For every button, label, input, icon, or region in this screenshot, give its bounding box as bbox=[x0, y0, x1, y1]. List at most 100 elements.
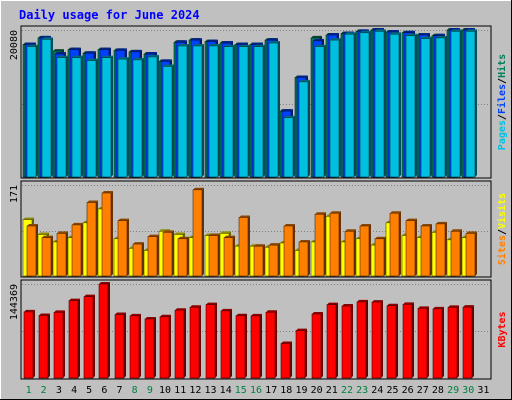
panel-hits-pages-bar-23-face bbox=[359, 32, 370, 178]
panel-hits-pages-bar-26 bbox=[405, 33, 417, 178]
panel-visits-sites-bar-12 bbox=[192, 187, 204, 277]
panel-kbytes-kbytes-bar-23 bbox=[356, 299, 368, 379]
panel-hits-pages-bar-9-face bbox=[147, 56, 158, 178]
panel-hits-pages-bar-14-side bbox=[233, 44, 235, 177]
panel-hits-pages-bar-11-side bbox=[187, 43, 189, 177]
panel-visits-sites-bar-21-face bbox=[329, 212, 340, 277]
panel-hits-pages-bar-21-side bbox=[339, 38, 341, 178]
panel-kbytes-kbytes-bar-16-face bbox=[250, 315, 261, 379]
panel-visits-sites-bar-9-side bbox=[157, 234, 159, 276]
panel-kbytes-kbytes-bar-10-top bbox=[160, 314, 171, 317]
panel-visits-sites-bar-24 bbox=[374, 236, 386, 277]
panel-visits-sites-bar-24-face bbox=[374, 238, 385, 277]
panel-kbytes-kbytes-bar-15-side bbox=[245, 313, 247, 378]
day-label-14: 14 bbox=[220, 385, 232, 396]
panel-hits-axis-label-part-1: / bbox=[497, 114, 508, 120]
panel-visits-axis-label-part-0: Sites bbox=[496, 235, 508, 265]
panel-visits-sites-bar-22-side bbox=[354, 229, 356, 276]
panel-hits-pages-bar-8-side bbox=[142, 57, 144, 177]
panel-hits-pages-bar-22 bbox=[344, 32, 356, 178]
panel-kbytes-kbytes-bar-26-side bbox=[412, 302, 414, 378]
panel-hits-pages-bar-29-face bbox=[450, 31, 461, 178]
panel-visits-sites-bar-2-face bbox=[41, 237, 52, 277]
panel-kbytes-kbytes-bar-12-side bbox=[199, 305, 201, 378]
panel-visits-sites-bar-17 bbox=[268, 243, 280, 277]
panel-visits-sites-bar-27-face bbox=[420, 225, 431, 277]
panel-kbytes-kbytes-bar-19-top bbox=[296, 328, 307, 331]
panel-hits-pages-bar-14-top bbox=[224, 44, 235, 47]
panel-visits-sites-bar-4 bbox=[71, 222, 83, 277]
panel-kbytes-kbytes-bar-28-top bbox=[433, 306, 444, 309]
panel-visits-sites-bar-30-face bbox=[465, 233, 476, 277]
day-label-26: 26 bbox=[402, 385, 414, 396]
panel-visits-sites-bar-28-top bbox=[436, 221, 447, 224]
panel-kbytes-kbytes-bar-28-side bbox=[442, 306, 444, 378]
panel-hits-pages-bar-20-top bbox=[315, 44, 326, 47]
panel-kbytes-kbytes-bar-7 bbox=[114, 312, 126, 379]
panel-hits-pages-bar-9-side bbox=[157, 54, 159, 177]
panel-hits-pages-bar-12-top bbox=[193, 43, 204, 46]
panel-hits-pages-bar-7-top bbox=[118, 57, 129, 60]
panel-kbytes-kbytes-bar-19 bbox=[295, 328, 307, 379]
panel-hits-pages-bar-6-top bbox=[102, 55, 113, 58]
panel-hits-files-bar-14-top bbox=[222, 41, 233, 44]
panel-visits-sites-bar-29-side bbox=[460, 229, 462, 276]
panel-hits-pages-bar-24 bbox=[374, 29, 386, 178]
panel-hits-pages-bar-19-face bbox=[298, 81, 309, 178]
panel-hits-files-bar-26-top bbox=[404, 30, 415, 33]
panel-visits-sites-bar-19-top bbox=[299, 239, 310, 242]
panel-kbytes-kbytes-bar-23-top bbox=[357, 299, 368, 302]
panel-hits-pages-bar-24-top bbox=[375, 29, 386, 32]
panel-visits-sites-bar-16-side bbox=[263, 244, 265, 276]
panel-visits-sites-bar-16 bbox=[253, 244, 265, 277]
panel-kbytes-kbytes-bar-1-top bbox=[24, 309, 35, 312]
day-label-6: 6 bbox=[101, 385, 107, 396]
panel-hits-files-bar-25-top bbox=[388, 30, 399, 33]
panel-hits-pages-bar-1-top bbox=[27, 44, 38, 47]
panel-hits-pages-bar-30-side bbox=[475, 29, 477, 177]
panel-visits-sites-bar-8-top bbox=[133, 242, 144, 245]
panel-hits-pages-bar-15 bbox=[238, 44, 250, 178]
panel-kbytes-kbytes-bar-8-top bbox=[130, 313, 141, 316]
panel-hits-files-bar-1-top bbox=[25, 42, 36, 45]
panel-hits-pages-bar-23-top bbox=[360, 30, 371, 33]
panel-visits-sites-bar-26-top bbox=[406, 218, 417, 221]
panel-kbytes-kbytes-bar-20-side bbox=[321, 312, 323, 378]
panel-hits-pages-bar-26-top bbox=[406, 33, 417, 36]
panel-hits-pages-bar-25-side bbox=[399, 32, 401, 177]
day-label-21: 21 bbox=[326, 385, 338, 396]
panel-kbytes-kbytes-bar-15 bbox=[235, 313, 247, 379]
panel-kbytes-kbytes-bar-7-side bbox=[124, 312, 126, 378]
panel-kbytes-kbytes-bar-1-side bbox=[33, 309, 35, 378]
panel-kbytes-kbytes-bar-22-top bbox=[342, 304, 353, 307]
panel-kbytes-kbytes-bar-5-top bbox=[84, 294, 95, 297]
panel-hits-pages-bar-18-side bbox=[293, 115, 295, 177]
day-labels: 1 2 3 4 5 6 7 8 9 10 11 12 13 14 15 16 17 18 19 20 21 22 23 24 2… bbox=[26, 385, 490, 396]
panel-kbytes-kbytes-bar-25-face bbox=[386, 305, 397, 379]
panel-hits-pages-bar-22-top bbox=[345, 32, 356, 35]
panel-visits-sites-bar-23-side bbox=[369, 223, 371, 276]
panel-kbytes-kbytes-bar-25 bbox=[386, 303, 398, 379]
panel-kbytes: 144369 KBytes bbox=[9, 279, 508, 380]
panel-visits-sites-bar-10-top bbox=[163, 230, 174, 233]
panel-kbytes-kbytes-bar-7-face bbox=[114, 314, 125, 379]
panel-hits-pages-bar-13 bbox=[208, 43, 220, 178]
day-label-31: 31 bbox=[477, 385, 489, 396]
panel-hits-axis-label-part-4: Hits bbox=[496, 54, 508, 78]
panel-kbytes-kbytes-bar-3-top bbox=[54, 310, 65, 313]
panel-kbytes-kbytes-bar-14-top bbox=[221, 308, 232, 311]
panel-hits-pages-bar-21 bbox=[329, 38, 341, 178]
panel-hits-pages-bar-4 bbox=[71, 55, 83, 178]
panel-visits-sites-bar-14 bbox=[223, 235, 235, 277]
panel-kbytes-kbytes-bar-30-top bbox=[463, 305, 474, 308]
panel-visits-sites-bar-19 bbox=[298, 239, 310, 277]
panel-kbytes-kbytes-bar-28-face bbox=[432, 308, 443, 379]
panel-hits-pages-bar-17-face bbox=[268, 42, 279, 178]
day-label-19: 19 bbox=[295, 385, 307, 396]
panel-hits-pages-bar-14-face bbox=[223, 46, 234, 178]
panel-visits-sites-bar-5 bbox=[86, 200, 98, 277]
panel-kbytes-kbytes-bar-14-face bbox=[220, 310, 231, 379]
panel-hits-pages-bar-22-side bbox=[354, 32, 356, 177]
panel-hits-pages-bar-5-top bbox=[87, 58, 98, 61]
